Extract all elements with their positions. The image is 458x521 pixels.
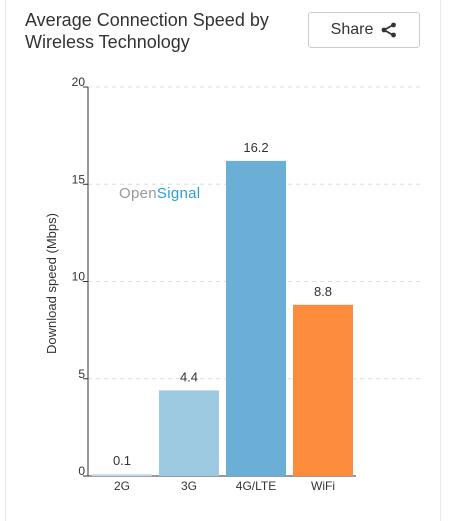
watermark-part-1: Open [119,185,157,202]
bar[interactable] [293,304,353,476]
bar-value-label: 0.1 [113,453,131,468]
x-tick-label: WiFi [311,479,335,493]
chart-title: Average Connection Speed by Wireless Tec… [25,10,269,52]
y-tick-label: 20 [72,75,86,89]
y-tick-label: 15 [72,172,86,186]
watermark-part-2: Signal [156,185,201,202]
bar-value-label: 4.4 [180,369,198,384]
y-tick-label: 5 [78,367,85,381]
y-tick-label: 0 [78,464,85,478]
y-tick-label: 10 [72,270,86,284]
bar-value-label: 16.2 [243,140,268,155]
share-icon [381,22,397,38]
x-tick-label: 4G/LTE [236,479,276,493]
x-tick-label: 3G [181,479,197,493]
bar-value-label: 8.8 [314,284,332,299]
bar[interactable] [159,390,219,476]
bar[interactable] [92,474,152,477]
bar[interactable] [226,160,286,476]
y-axis-title: Download speed (Mbps) [44,213,59,354]
share-button[interactable]: Share [308,12,420,48]
share-label: Share [330,21,374,38]
opensignal-watermark: OpenSignal [119,185,200,202]
x-tick-label: 2G [114,479,130,493]
